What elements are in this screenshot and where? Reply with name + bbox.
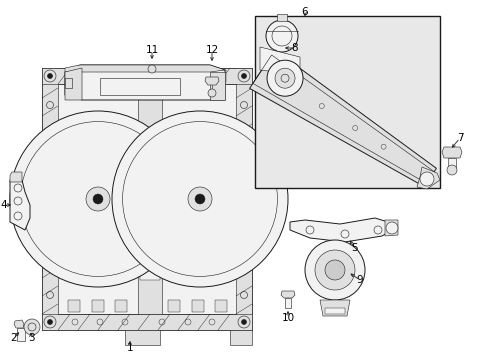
Text: 5: 5 [351, 243, 358, 253]
Polygon shape [140, 198, 160, 210]
Polygon shape [260, 47, 299, 75]
Text: 2: 2 [11, 333, 17, 343]
Polygon shape [281, 291, 294, 298]
Polygon shape [236, 68, 251, 330]
Polygon shape [140, 128, 160, 140]
Circle shape [419, 172, 433, 186]
Polygon shape [187, 70, 196, 82]
Circle shape [274, 68, 294, 88]
Polygon shape [168, 300, 180, 312]
Circle shape [10, 111, 185, 287]
Circle shape [238, 316, 249, 328]
Polygon shape [447, 158, 455, 170]
Circle shape [241, 320, 246, 324]
Circle shape [24, 319, 40, 335]
Polygon shape [229, 330, 251, 345]
Polygon shape [285, 298, 290, 308]
Text: 11: 11 [145, 45, 158, 55]
Circle shape [187, 187, 212, 211]
Text: 6: 6 [301, 7, 307, 17]
Polygon shape [192, 300, 203, 312]
Polygon shape [42, 68, 251, 330]
Polygon shape [218, 70, 225, 82]
Polygon shape [42, 314, 251, 330]
Polygon shape [416, 167, 439, 189]
FancyBboxPatch shape [254, 16, 439, 188]
Circle shape [47, 320, 52, 324]
Circle shape [44, 70, 56, 82]
Polygon shape [10, 180, 30, 230]
Circle shape [385, 222, 397, 234]
Text: 8: 8 [291, 43, 298, 53]
Polygon shape [140, 163, 160, 175]
Polygon shape [215, 300, 226, 312]
Polygon shape [65, 65, 224, 100]
Polygon shape [14, 320, 24, 328]
Polygon shape [441, 147, 461, 158]
Polygon shape [65, 68, 82, 100]
Circle shape [266, 60, 303, 96]
Circle shape [305, 240, 364, 300]
Polygon shape [289, 218, 391, 242]
Circle shape [238, 70, 249, 82]
Polygon shape [138, 84, 162, 314]
Circle shape [241, 73, 246, 78]
Polygon shape [42, 68, 251, 84]
Polygon shape [204, 77, 219, 85]
Circle shape [86, 187, 110, 211]
Text: 4: 4 [0, 200, 7, 210]
Circle shape [112, 111, 287, 287]
Text: 7: 7 [456, 133, 462, 143]
Polygon shape [115, 300, 127, 312]
Text: 12: 12 [205, 45, 218, 55]
Circle shape [325, 260, 345, 280]
Text: 9: 9 [356, 275, 363, 285]
Polygon shape [140, 233, 160, 245]
Circle shape [265, 20, 297, 52]
Polygon shape [276, 14, 286, 21]
Polygon shape [92, 70, 102, 82]
Circle shape [314, 250, 354, 290]
Polygon shape [42, 68, 58, 330]
Polygon shape [209, 72, 224, 100]
Polygon shape [172, 70, 180, 82]
Text: 10: 10 [281, 313, 294, 323]
Polygon shape [17, 328, 25, 341]
Circle shape [207, 89, 216, 97]
Polygon shape [325, 308, 345, 314]
Polygon shape [319, 300, 349, 316]
Polygon shape [249, 50, 435, 187]
Polygon shape [75, 70, 85, 82]
Polygon shape [10, 172, 22, 182]
Text: 3: 3 [28, 333, 34, 343]
Polygon shape [68, 300, 80, 312]
Circle shape [44, 316, 56, 328]
Polygon shape [140, 268, 160, 280]
Polygon shape [384, 220, 397, 236]
Text: 1: 1 [126, 343, 133, 353]
Circle shape [195, 194, 204, 204]
Circle shape [148, 65, 156, 73]
Polygon shape [65, 78, 72, 88]
Circle shape [47, 73, 52, 78]
Circle shape [446, 165, 456, 175]
Circle shape [93, 194, 103, 204]
Polygon shape [108, 70, 118, 82]
Polygon shape [92, 300, 104, 312]
Polygon shape [65, 65, 224, 72]
Polygon shape [204, 70, 213, 82]
Polygon shape [125, 330, 160, 345]
